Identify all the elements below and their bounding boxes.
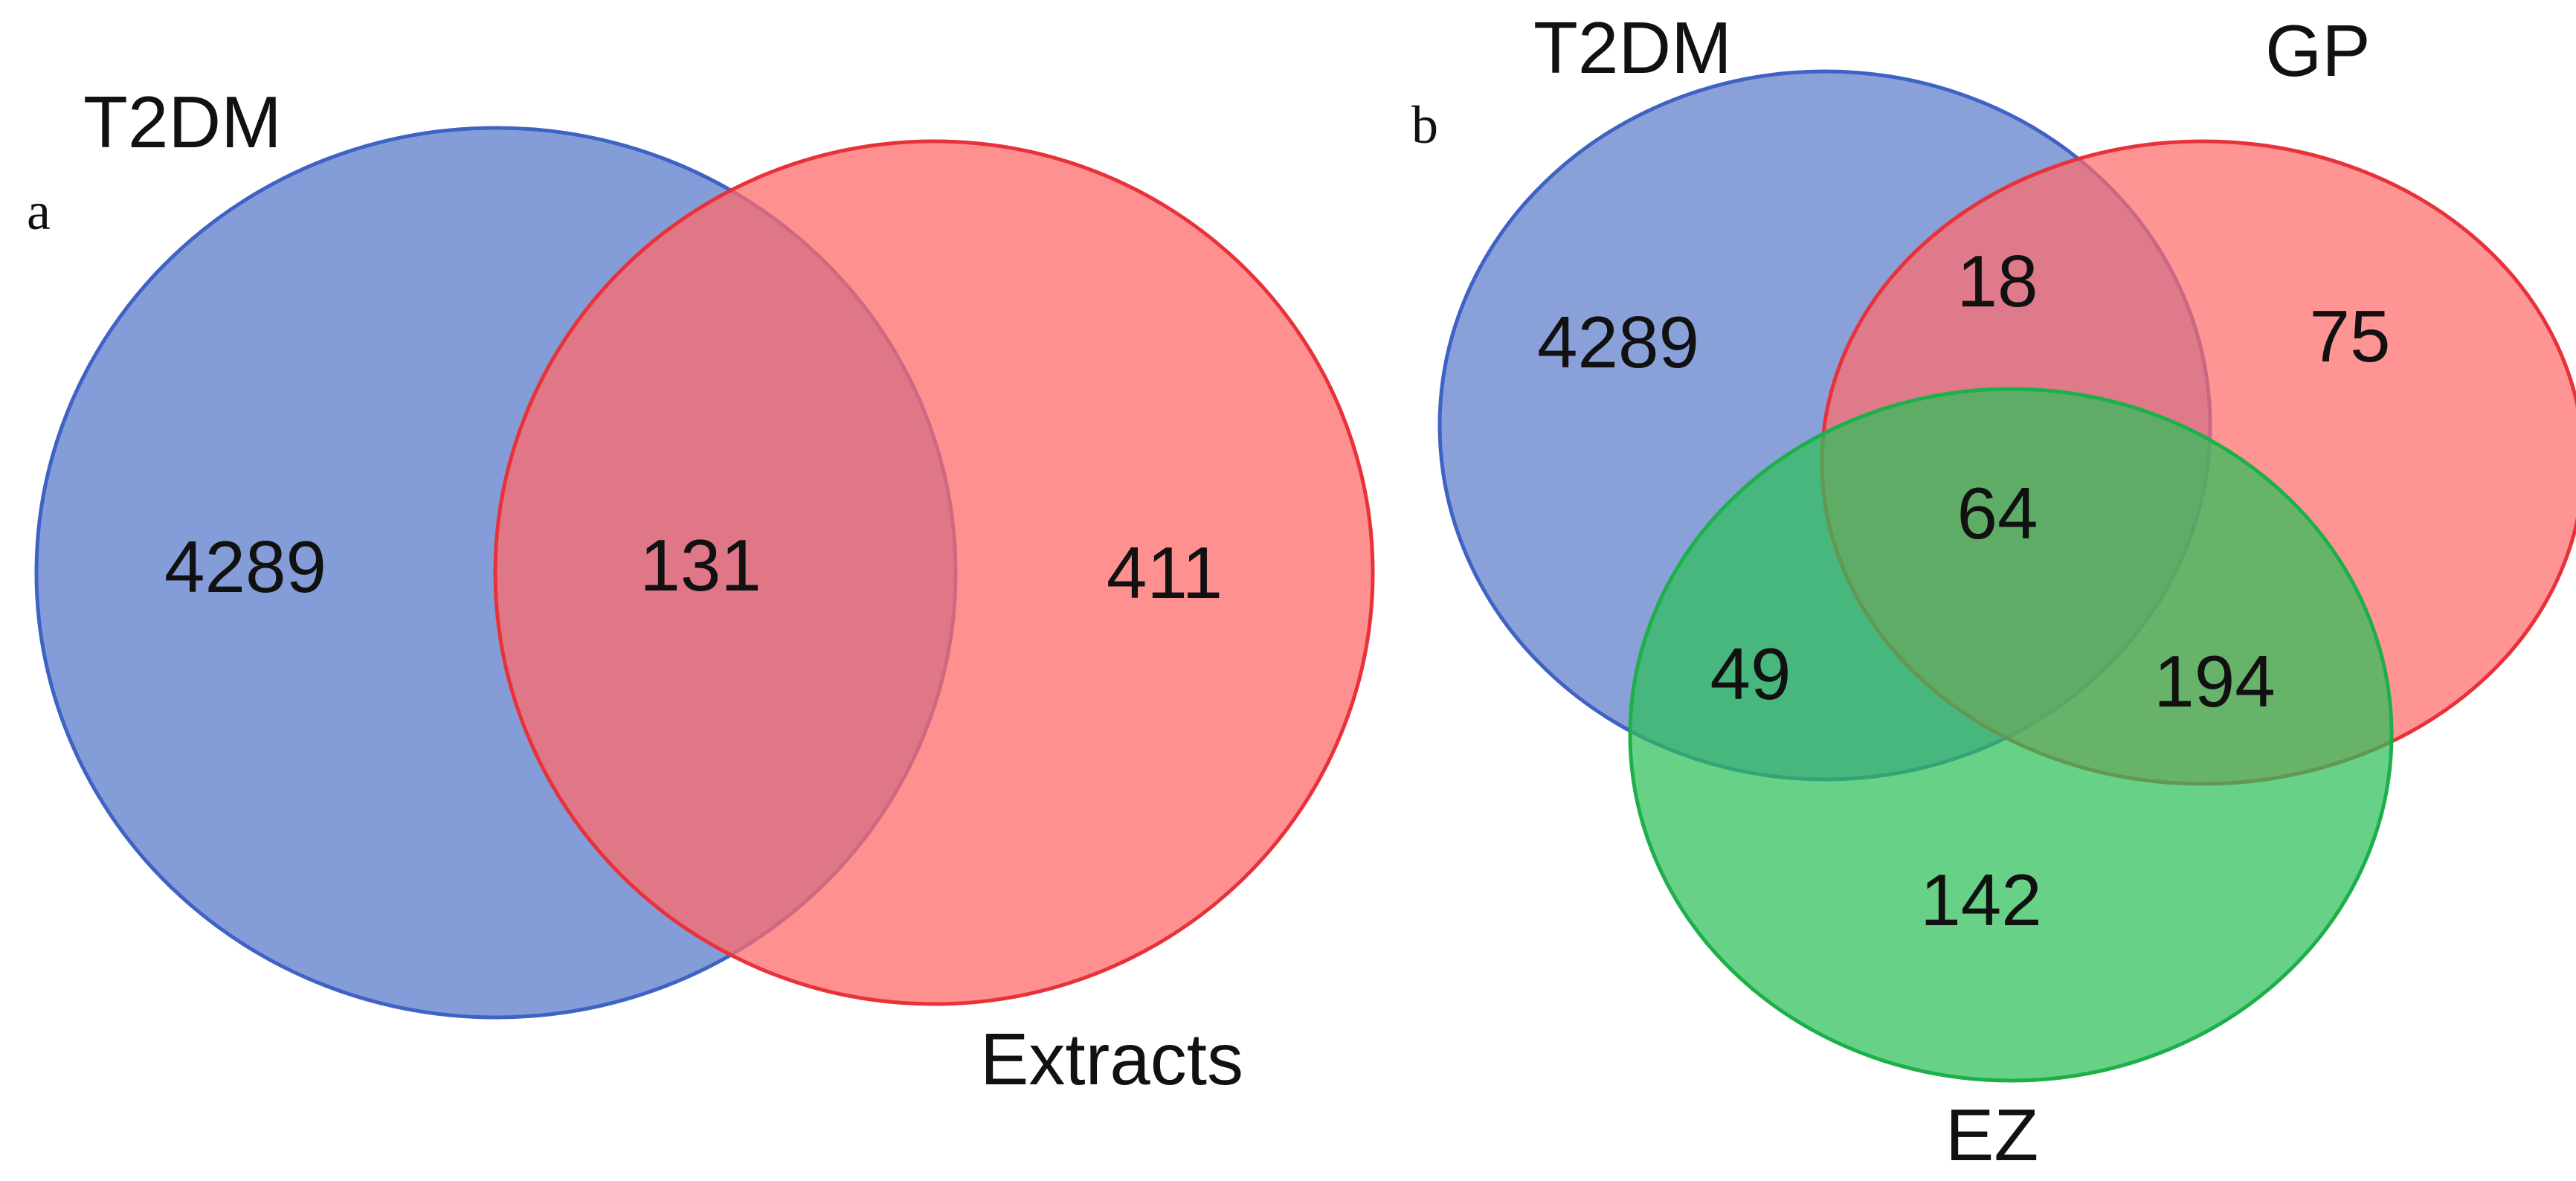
count-all-three: 64 [1957,472,2038,554]
panel-a-letter: a [27,181,51,241]
count-t2dm-ez: 49 [1710,633,1791,715]
count-gp-only: 75 [2309,295,2390,377]
venn-circle-extracts [493,139,1375,1006]
set-label-gp: GP [2265,10,2371,91]
panel-a: a T2DM Extracts 4289 131 411 [27,81,1375,1100]
count-ez-only: 142 [1920,859,2042,941]
count-gp-ez: 194 [2154,640,2276,722]
set-label-extracts: Extracts [980,1018,1243,1100]
count-t2dm-extracts: 131 [640,524,761,606]
count-t2dm-gp: 18 [1957,240,2038,322]
venn-circle-ez [1628,387,2394,1083]
panel-b-letter: b [1411,95,1438,155]
panel-b: b T2DM GP EZ 4289 18 75 64 49 194 142 [1411,7,2576,1176]
count-t2dm-only: 4289 [164,526,326,608]
set-label-t2dm-b: T2DM [1533,7,1732,89]
count-extracts-only: 411 [1107,532,1223,614]
set-label-t2dm: T2DM [83,81,282,163]
count-t2dm-only-b: 4289 [1537,301,1699,383]
set-label-ez: EZ [1945,1094,2038,1176]
